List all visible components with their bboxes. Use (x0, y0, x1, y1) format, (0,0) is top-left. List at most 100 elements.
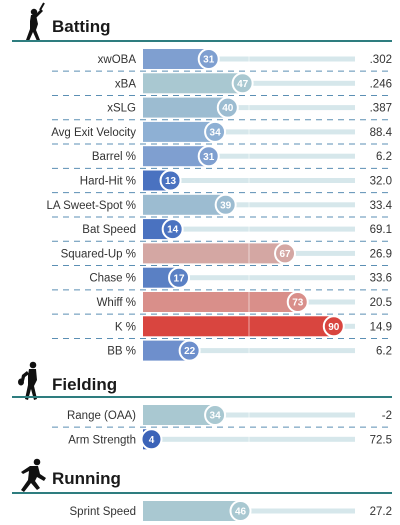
percentile-circle (204, 120, 227, 143)
metric-value: 88.4 (370, 127, 393, 139)
percentile-label: 4 (149, 435, 155, 446)
percentile-bar (143, 292, 298, 312)
section-title-fielding: Fielding (52, 375, 117, 394)
percentile-circle (168, 266, 191, 289)
metric-row-xba: xBA 47 .246 (52, 72, 392, 96)
metric-label: Whiff % (97, 297, 136, 309)
percentile-circle (197, 145, 220, 168)
section-title-running: Running (52, 469, 121, 488)
percentile-label: 14 (167, 225, 179, 236)
percentile-circle (197, 48, 220, 70)
runner-icon (21, 458, 46, 492)
percentile-label: 73 (292, 298, 304, 309)
section-running: Running Sprint Speed 46 27.2 (12, 458, 392, 522)
metric-value: 32.0 (370, 176, 392, 188)
metric-value: 27.2 (370, 506, 392, 518)
metric-label: LA Sweet-Spot % (47, 200, 137, 212)
metric-label: Arm Strength (68, 434, 136, 446)
metric-label: Sprint Speed (70, 506, 137, 518)
percentile-circle (159, 169, 182, 192)
percentile-circle (322, 315, 345, 338)
percentile-label: 31 (203, 55, 215, 66)
metric-row-xwoba: xwOBA 31 .302 (52, 48, 392, 72)
metric-row-squared-up: Squared-Up % 67 26.9 (52, 242, 392, 267)
metric-value: 33.4 (370, 200, 393, 212)
percentile-label: 47 (237, 79, 249, 90)
percentile-label: 39 (220, 200, 232, 211)
metric-row-bb: BB % 22 6.2 (107, 339, 392, 362)
metric-value: 6.2 (376, 346, 392, 358)
metric-value: 26.9 (370, 248, 392, 260)
metric-label: xBA (115, 78, 136, 90)
metric-value: 6.2 (376, 151, 392, 163)
metric-label: K % (115, 321, 136, 333)
metric-row-avg-exit-velocity: Avg Exit Velocity 34 88.4 (51, 120, 393, 145)
metric-row-chase: Chase % 17 33.6 (52, 266, 392, 291)
percentile-label: 40 (222, 103, 234, 114)
section-title-batting: Batting (52, 17, 111, 36)
percentile-bar (143, 340, 190, 361)
percentile-label: 67 (279, 249, 291, 260)
section-fielding: Fielding Range (OAA) 34 -2 Arm Strength 4 72.5 (12, 361, 392, 451)
metric-value: 14.9 (370, 321, 392, 333)
batter-icon (26, 2, 45, 41)
percentile-bar (143, 73, 243, 94)
percentile-circle (204, 404, 227, 426)
metric-label: Bat Speed (82, 224, 136, 236)
percentile-circle (161, 218, 184, 241)
percentile-bar (143, 121, 216, 142)
percentile-circle (274, 242, 297, 265)
metric-row-bat-speed: Bat Speed 14 69.1 (52, 218, 392, 242)
metric-label: Range (OAA) (67, 410, 136, 422)
metric-value: 33.6 (370, 273, 392, 285)
percentile-label: 31 (203, 152, 215, 163)
metric-row-k: K % 90 14.9 (52, 315, 392, 339)
fielder-icon (18, 361, 37, 400)
metric-label: Chase % (89, 273, 136, 285)
percentile-bar (143, 146, 209, 167)
percentile-label: 13 (165, 176, 177, 187)
metric-value: .302 (370, 54, 392, 66)
percentile-circle (286, 291, 309, 313)
percentile-bar (143, 97, 228, 118)
percentile-label: 46 (235, 507, 247, 518)
metric-value: .246 (370, 78, 392, 90)
metric-row-range-oaa: Range (OAA) 34 -2 (52, 404, 392, 428)
percentile-bar (143, 49, 209, 69)
percentile-bar (143, 194, 226, 215)
metric-row-la-sweet-spot: LA Sweet-Spot % 39 33.4 (47, 193, 393, 218)
metric-value: .387 (370, 103, 392, 115)
percentile-circle (231, 72, 254, 95)
percentile-circle (216, 96, 239, 119)
metric-row-arm-strength: Arm Strength 4 72.5 (68, 428, 392, 451)
metric-label: BB % (107, 346, 136, 358)
percentile-bar (143, 243, 286, 264)
percentile-label: 17 (173, 273, 185, 284)
metric-row-hard-hit: Hard-Hit % 13 32.0 (52, 169, 392, 194)
metric-value: -2 (382, 410, 392, 422)
metric-label: Avg Exit Velocity (51, 127, 136, 139)
metric-value: 69.1 (370, 224, 392, 236)
percentile-label: 22 (184, 346, 196, 357)
percentile-label: 34 (210, 128, 222, 139)
metric-row-sprint-speed: Sprint Speed 46 27.2 (70, 500, 392, 522)
metric-label: xwOBA (98, 54, 137, 66)
section-batting: Batting xwOBA 31 .302 xBA 47 .246 xSLG 40 .387 Avg… (12, 2, 393, 362)
metric-row-whiff: Whiff % 73 20.5 (52, 291, 392, 315)
percentile-bar (143, 316, 334, 337)
metric-value: 20.5 (370, 297, 392, 309)
percentile-bar (143, 405, 216, 425)
metric-label: Hard-Hit % (80, 176, 136, 188)
metric-value: 72.5 (370, 434, 392, 446)
percentile-bar (143, 501, 241, 521)
metric-label: xSLG (107, 103, 136, 115)
metric-row-barrel: Barrel % 31 6.2 (52, 145, 392, 169)
metric-label: Squared-Up % (61, 248, 136, 260)
percentile-label: 90 (328, 322, 340, 333)
percentile-circle (229, 500, 252, 522)
metric-label: Barrel % (92, 151, 136, 163)
percentile-circle (140, 428, 163, 451)
metric-row-xslg: xSLG 40 .387 (52, 96, 392, 121)
